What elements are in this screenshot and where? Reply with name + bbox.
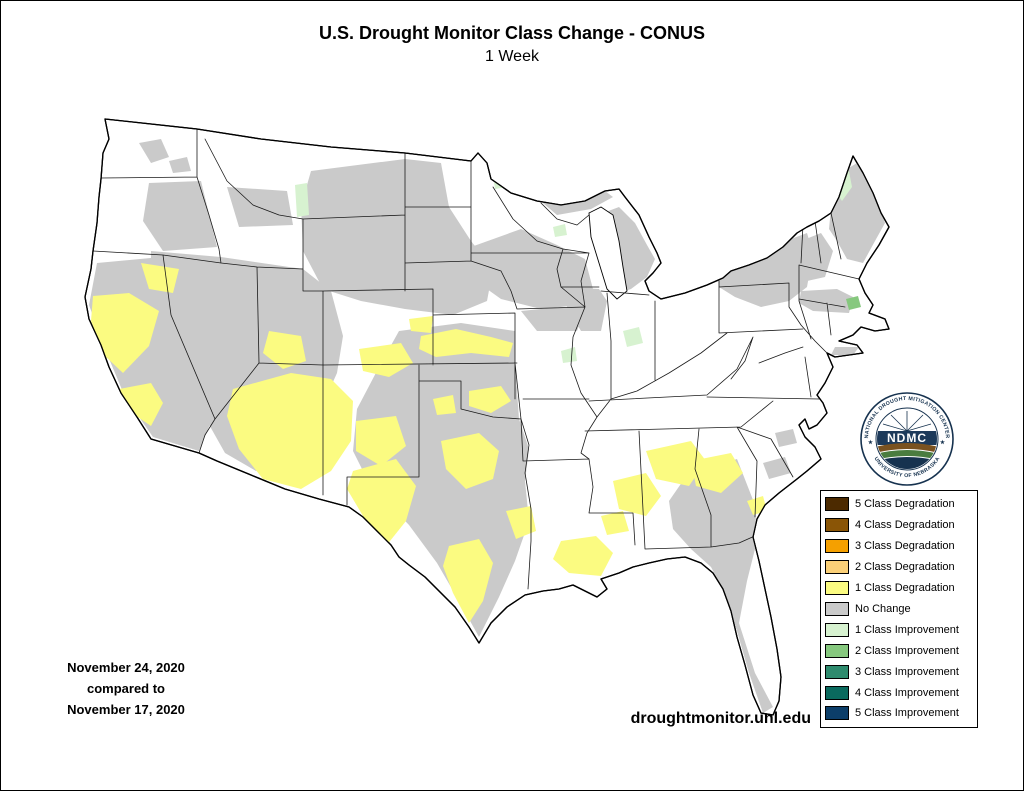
degradation-region — [469, 386, 511, 413]
legend-item: 2 Class Improvement — [825, 641, 973, 660]
legend: 5 Class Degradation 4 Class Degradation … — [820, 490, 978, 728]
degradation-region — [691, 453, 743, 493]
legend-item: 3 Class Degradation — [825, 537, 973, 556]
degradation-region — [506, 506, 536, 539]
conus-border — [84, 118, 890, 716]
legend-label: 2 Class Improvement — [855, 644, 959, 657]
degradation-region — [119, 383, 163, 426]
improvement-region — [623, 327, 643, 347]
degradation-region — [419, 329, 513, 357]
website-url: droughtmonitor.unl.edu — [630, 710, 811, 727]
legend-item: 4 Class Improvement — [825, 683, 973, 702]
degradation-region — [553, 536, 613, 576]
title-block: U.S. Drought Monitor Class Change - CONU… — [1, 23, 1023, 66]
no-change-region — [831, 347, 859, 355]
legend-item: 1 Class Degradation — [825, 579, 973, 598]
no-change-region — [227, 187, 293, 227]
improvement-region — [295, 183, 309, 217]
degradation-region — [409, 316, 433, 333]
degradation-region — [601, 511, 629, 535]
degradation-region — [141, 263, 179, 293]
legend-label: 2 Class Degradation — [855, 561, 955, 574]
legend-swatch — [825, 518, 849, 533]
ndmc-logo: NDMC NATIONAL DROUGHT MITIGATION CENTER … — [860, 392, 954, 486]
logo-band — [877, 431, 937, 445]
date-line-2: compared to — [86, 681, 165, 696]
degradation-region — [646, 441, 706, 486]
date-line-1: November 24, 2020 — [67, 660, 185, 675]
legend-swatch — [825, 539, 849, 554]
legend-label: 5 Class Improvement — [855, 707, 959, 720]
legend-label: 1 Class Improvement — [855, 623, 959, 636]
no-change-region — [799, 289, 853, 313]
improvement-region — [553, 224, 567, 237]
legend-label: 3 Class Degradation — [855, 540, 955, 553]
lake-michigan — [588, 206, 628, 300]
no-change-region — [543, 191, 613, 215]
no-change-region — [143, 181, 217, 251]
legend-label: 5 Class Degradation — [855, 498, 955, 511]
no-change-region — [801, 233, 833, 281]
logo-wave-green — [877, 450, 937, 460]
logo-star-left: ★ — [867, 440, 873, 446]
state-borders — [92, 128, 860, 590]
no-change-region — [169, 157, 191, 173]
logo-star-right: ★ — [939, 440, 945, 446]
no-change-region — [521, 307, 585, 331]
legend-item: No Change — [825, 599, 973, 618]
legend-label: 1 Class Degradation — [855, 582, 955, 595]
legend-swatch — [825, 643, 849, 658]
degradation-region — [91, 293, 159, 373]
degradation-region — [227, 373, 353, 489]
logo-center-text: NDMC — [887, 431, 927, 445]
legend-swatch — [825, 706, 849, 721]
degradation-region — [433, 395, 456, 415]
no-change-region — [139, 139, 169, 163]
degradation-region — [441, 433, 499, 489]
degradation-1-regions — [91, 263, 767, 623]
improvement-region — [846, 296, 861, 310]
sun-rays-icon — [882, 411, 932, 432]
legend-item: 5 Class Improvement — [825, 704, 973, 723]
legend-label: 4 Class Degradation — [855, 519, 955, 532]
degradation-region — [613, 473, 661, 516]
page-title: U.S. Drought Monitor Class Change - CONU… — [318, 23, 705, 43]
legend-item: 5 Class Degradation — [825, 495, 973, 514]
legend-label: 3 Class Improvement — [855, 665, 959, 678]
legend-swatch — [825, 601, 849, 616]
no-change-region — [763, 457, 791, 479]
legend-swatch — [825, 622, 849, 637]
legend-label: 4 Class Improvement — [855, 686, 959, 699]
degradation-region — [263, 331, 306, 369]
page-subtitle: 1 Week — [485, 47, 539, 65]
legend-item: 4 Class Degradation — [825, 516, 973, 535]
logo-wave-brown — [877, 443, 937, 453]
degradation-region — [356, 416, 406, 466]
no-change-region — [775, 429, 797, 447]
degradation-region — [347, 459, 416, 546]
legend-swatch — [825, 497, 849, 512]
legend-swatch — [825, 581, 849, 596]
legend-swatch — [825, 685, 849, 700]
date-line-3: November 17, 2020 — [67, 702, 185, 717]
no-change-region — [301, 159, 493, 315]
legend-item: 3 Class Improvement — [825, 662, 973, 681]
date-comparison: November 24, 2020 compared to November 1… — [37, 657, 215, 720]
degradation-region — [359, 343, 413, 377]
improvement-region — [561, 347, 577, 363]
legend-item: 1 Class Improvement — [825, 620, 973, 639]
legend-label: No Change — [855, 602, 911, 615]
legend-swatch — [825, 664, 849, 679]
improvement-region — [493, 173, 507, 189]
legend-swatch — [825, 560, 849, 575]
no-change-region — [669, 459, 773, 713]
degradation-region — [443, 539, 493, 623]
legend-item: 2 Class Degradation — [825, 558, 973, 577]
